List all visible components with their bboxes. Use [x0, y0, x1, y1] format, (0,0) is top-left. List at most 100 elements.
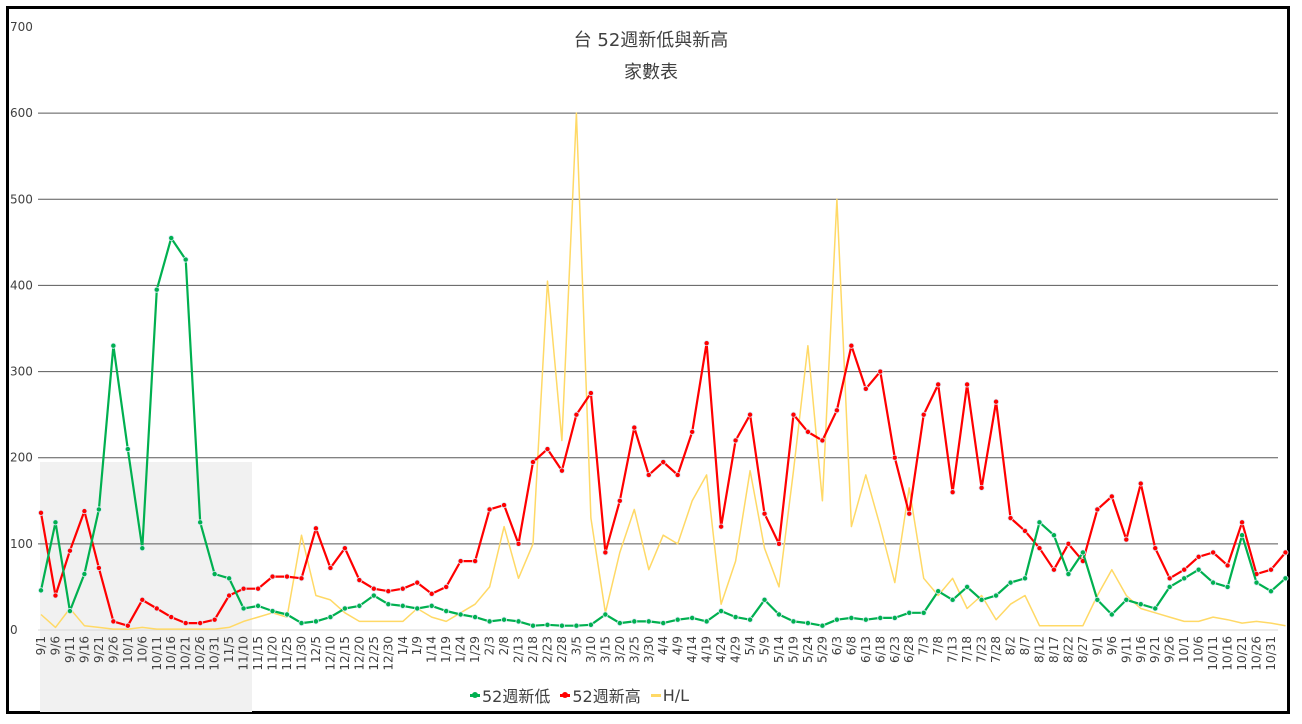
data-point: [81, 508, 88, 515]
data-point: [124, 622, 131, 629]
x-tick-label: 5/9: [758, 636, 772, 655]
data-point: [1166, 583, 1173, 590]
data-point: [703, 340, 710, 347]
x-tick-label: 9/1: [1090, 636, 1104, 655]
data-point: [674, 471, 681, 478]
x-tick-label: 10/6: [135, 636, 149, 663]
data-point: [1268, 566, 1275, 573]
data-point: [616, 497, 623, 504]
data-point: [255, 602, 262, 609]
data-point: [428, 590, 435, 597]
data-point: [370, 585, 377, 592]
x-tick-label: 3/5: [569, 636, 583, 655]
data-point: [1181, 575, 1188, 582]
data-point: [182, 256, 189, 263]
watermark-logo: [40, 462, 252, 712]
x-tick-label: 2/18: [526, 636, 540, 663]
x-tick-label: 6/3: [830, 636, 844, 655]
x-tick-label: 5/24: [801, 636, 815, 663]
data-point: [168, 614, 175, 621]
data-point: [587, 390, 594, 397]
data-point: [761, 596, 768, 603]
x-tick-label: 10/31: [1264, 636, 1278, 671]
x-tick-label: 11/30: [294, 636, 308, 671]
data-point: [689, 614, 696, 621]
data-point: [530, 622, 537, 629]
x-tick-label: 3/10: [584, 636, 598, 663]
x-tick-label: 9/26: [1163, 636, 1177, 663]
x-tick-label: 7/8: [931, 636, 945, 655]
data-point: [906, 510, 913, 517]
x-tick-label: 4/24: [714, 636, 728, 663]
series-line: [40, 112, 1286, 630]
data-point: [385, 601, 392, 608]
data-point: [660, 620, 667, 627]
data-point: [1210, 579, 1217, 586]
data-point: [153, 605, 160, 612]
x-tick-label: 10/26: [1250, 636, 1264, 671]
data-point: [573, 411, 580, 418]
data-point: [602, 611, 609, 618]
x-tick-label: 2/8: [497, 636, 511, 655]
data-point: [472, 558, 479, 565]
data-point: [283, 573, 290, 580]
x-tick-label: 3/30: [642, 636, 656, 663]
data-point: [486, 506, 493, 513]
data-point: [341, 605, 348, 612]
data-point: [356, 577, 363, 584]
x-tick-label: 4/19: [700, 636, 714, 663]
x-tick-label: 10/21: [1235, 636, 1249, 671]
x-tick-label: 9/11: [1119, 636, 1133, 663]
legend-label: 52週新低: [482, 687, 551, 706]
data-point: [1108, 493, 1115, 500]
x-tick-label: 10/1: [1177, 636, 1191, 663]
data-point: [298, 620, 305, 627]
data-point: [515, 618, 522, 625]
data-point: [1166, 575, 1173, 582]
x-tick-label: 5/14: [772, 636, 786, 663]
data-point: [1224, 583, 1231, 590]
data-point: [472, 614, 479, 621]
data-point: [631, 424, 638, 431]
x-tick-label: 1/9: [410, 636, 424, 655]
y-tick-label: 600: [10, 106, 33, 120]
x-tick-label: 2/13: [512, 636, 526, 663]
legend-marker-icon: [560, 691, 571, 698]
data-point: [153, 286, 160, 293]
data-point: [819, 622, 826, 629]
x-tick-label: 7/13: [946, 636, 960, 663]
x-tick-label: 4/9: [671, 636, 685, 655]
x-tick-label: 1/29: [468, 636, 482, 663]
x-tick-label: 12/20: [352, 636, 366, 671]
chart-subtitle: 家數表: [624, 62, 678, 83]
data-point: [776, 540, 783, 547]
x-tick-label: 10/11: [150, 636, 164, 671]
data-point: [240, 585, 247, 592]
data-point: [1152, 605, 1159, 612]
data-point: [1065, 540, 1072, 547]
data-point: [689, 428, 696, 435]
data-point: [848, 342, 855, 349]
y-tick-label: 400: [10, 278, 33, 292]
legend-line-icon: [650, 693, 661, 697]
data-point: [139, 596, 146, 603]
data-point: [1195, 553, 1202, 560]
data-point: [1152, 545, 1159, 552]
data-point: [255, 585, 262, 592]
x-tick-label: 11/5: [222, 636, 236, 663]
y-tick-label: 200: [10, 451, 33, 465]
data-point: [168, 235, 175, 242]
legend: 52週新低 52週新高 H/L: [470, 683, 689, 707]
data-point: [790, 618, 797, 625]
data-point: [1253, 579, 1260, 586]
data-point: [862, 385, 869, 392]
x-tick-label: 5/19: [786, 636, 800, 663]
data-point: [38, 587, 45, 594]
data-point: [949, 596, 956, 603]
data-point: [718, 523, 725, 530]
data-point: [443, 583, 450, 590]
data-point: [804, 620, 811, 627]
legend-label: H/L: [662, 685, 690, 705]
data-point: [327, 614, 334, 621]
x-tick-label: 2/23: [540, 636, 554, 663]
